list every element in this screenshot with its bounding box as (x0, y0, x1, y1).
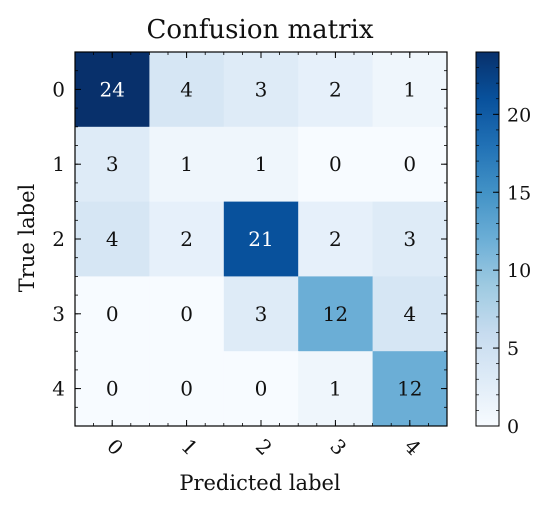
heatmap-cell-r0-c0 (75, 52, 150, 128)
y-tick-label-3: 3 (52, 302, 65, 326)
heatmap-cell-r2-c4 (372, 201, 448, 277)
cell-value-r3-c4: 4 (403, 302, 416, 326)
heatmap-cell-r4-c3 (298, 351, 374, 427)
cell-value-r0-c3: 2 (329, 77, 342, 101)
cell-value-r2-c0: 4 (106, 227, 119, 251)
heatmap-cell-r4-c0 (75, 351, 150, 427)
x-tick-label-4: 4 (400, 434, 426, 460)
x-tick-label-2: 2 (251, 434, 277, 460)
cell-value-r0-c4: 1 (403, 77, 416, 101)
cell-value-r1-c0: 3 (106, 152, 119, 176)
heatmap-cell-r3-c2 (223, 276, 299, 352)
colorbar-gradient (475, 51, 500, 427)
heatmap-cell-r4-c4 (372, 351, 448, 427)
heatmap-cell-r0-c1 (149, 52, 225, 128)
colorbar-tick-label-10: 10 (507, 260, 531, 282)
cell-value-r1-c2: 1 (255, 152, 268, 176)
colorbar-tick-label-5: 5 (507, 338, 519, 360)
cell-value-r0-c1: 4 (180, 77, 193, 101)
heatmap-cell-r0-c4 (372, 52, 448, 128)
heatmap-cell-labels: 24 4 3 2 13 1 1 0 04 2 21 2 30 0 3 12 40 0 0 1 12 (99, 77, 422, 400)
heatmap-cell-r3-c1 (149, 276, 225, 352)
colorbar-tick-label-15: 15 (507, 182, 531, 204)
chart-title: Confusion matrix (147, 15, 374, 45)
cell-value-r3-c3: 12 (323, 302, 348, 326)
heatmap-cell-r4-c2 (223, 351, 299, 427)
cell-value-r2-c2: 21 (248, 227, 273, 251)
cell-value-r4-c0: 0 (106, 377, 119, 401)
heatmap-cell-r1-c2 (223, 126, 299, 203)
heatmap-cell-r3-c3 (298, 276, 374, 352)
cell-value-r4-c1: 0 (180, 377, 193, 401)
cell-value-r4-c3: 1 (329, 377, 342, 401)
cell-value-r2-c4: 3 (403, 227, 416, 251)
y-tick-label-1: 1 (52, 152, 65, 176)
cell-value-r1-c4: 0 (403, 152, 416, 176)
heatmap-cells (75, 52, 448, 427)
y-tick-label-0: 0 (52, 77, 65, 101)
cell-value-r4-c2: 0 (255, 377, 268, 401)
colorbar: 0 5 10 15 20 (475, 51, 531, 438)
colorbar-tick-label-0: 0 (507, 416, 519, 438)
cell-value-r1-c3: 0 (329, 152, 342, 176)
colorbar-tick-label-20: 20 (507, 104, 531, 126)
x-axis-label: Predicted label (179, 471, 341, 495)
heatmap-cell-r3-c0 (75, 276, 150, 352)
heatmap-cell-r2-c0 (75, 201, 150, 277)
y-tick-label-2: 2 (52, 227, 65, 251)
y-axis-label: True label (15, 183, 39, 292)
heatmap-cell-r0-c2 (223, 52, 299, 128)
heatmap-cell-r4-c1 (149, 351, 225, 427)
heatmap-cell-r1-c1 (149, 126, 225, 203)
heatmap-cell-r1-c0 (75, 126, 150, 203)
cell-value-r0-c2: 3 (255, 77, 268, 101)
heatmap-cell-r2-c3 (298, 201, 374, 277)
cell-value-r3-c1: 0 (180, 302, 193, 326)
heatmap-cell-r0-c3 (298, 52, 374, 128)
cell-value-r2-c1: 2 (180, 227, 193, 251)
cell-value-r4-c4: 12 (397, 377, 422, 401)
cell-value-r2-c3: 2 (329, 227, 342, 251)
y-tick-label-4: 4 (52, 377, 65, 401)
cell-value-r3-c0: 0 (106, 302, 119, 326)
heatmap-cell-r1-c3 (298, 126, 374, 203)
cell-value-r0-c0: 24 (99, 77, 124, 101)
x-tick-label-3: 3 (325, 434, 351, 460)
x-tick-label-1: 1 (177, 434, 203, 460)
heatmap-cell-r3-c4 (372, 276, 448, 352)
heatmap-cell-r2-c2 (223, 201, 299, 277)
cell-value-r1-c1: 1 (180, 152, 193, 176)
x-tick-label-0: 0 (102, 434, 128, 460)
heatmap-cell-r1-c4 (372, 126, 448, 203)
cell-value-r3-c2: 3 (255, 302, 268, 326)
heatmap-cell-r2-c1 (149, 201, 225, 277)
